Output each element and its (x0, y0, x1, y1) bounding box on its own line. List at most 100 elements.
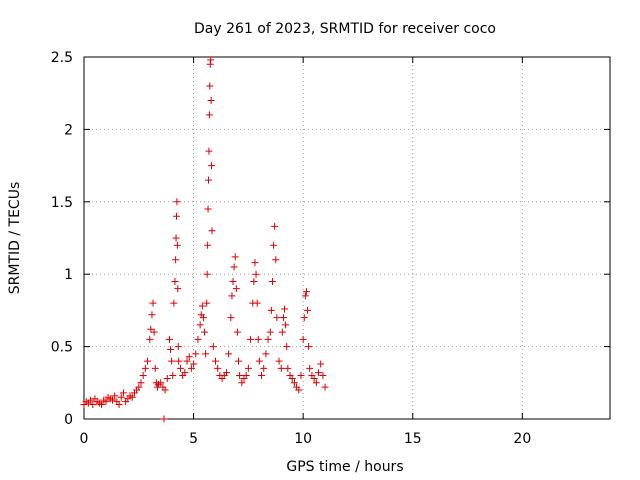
data-point (171, 277, 179, 285)
data-point (271, 222, 279, 230)
data-point (227, 314, 235, 322)
data-point (181, 369, 189, 377)
data-point (192, 350, 200, 358)
data-point (300, 314, 308, 322)
data-point (225, 350, 233, 358)
y-tick-label: 2.5 (51, 50, 73, 66)
data-point (137, 379, 145, 387)
x-tick-label: 15 (404, 431, 422, 447)
data-point (204, 241, 212, 249)
data-point (207, 96, 215, 104)
data-point (205, 147, 213, 155)
data-point (168, 357, 176, 365)
data-points (80, 56, 329, 423)
data-point (270, 241, 278, 249)
data-point (208, 162, 216, 170)
data-point (204, 205, 212, 213)
data-point (264, 335, 272, 343)
data-point (206, 82, 214, 90)
data-point (304, 306, 312, 314)
data-point (198, 302, 206, 310)
data-point (290, 379, 298, 387)
data-point (172, 234, 180, 242)
data-point (284, 364, 292, 372)
data-point (199, 314, 207, 322)
data-point (258, 372, 266, 380)
data-point (139, 372, 147, 380)
data-point (98, 401, 106, 409)
data-point (222, 369, 230, 377)
data-point (160, 415, 168, 423)
data-point (212, 357, 219, 365)
x-tick-label: 20 (513, 431, 531, 447)
data-point (202, 350, 210, 358)
data-point (194, 335, 202, 343)
data-point (207, 56, 215, 64)
data-point (187, 364, 195, 372)
data-point (128, 393, 136, 401)
data-point (267, 306, 275, 314)
data-point (174, 343, 182, 351)
y-axis-label: SRMTID / TECUs (7, 182, 23, 295)
data-point (148, 311, 156, 319)
x-axis-label: GPS time / hours (286, 459, 403, 475)
data-point (255, 357, 263, 365)
data-point (173, 241, 181, 249)
data-point (262, 350, 270, 358)
data-point (232, 285, 240, 293)
data-point (317, 360, 325, 368)
axis-ticks: 0 5 10 15 20 0 0.5 1 1.5 2 2.5 (51, 50, 610, 447)
data-point (306, 364, 314, 372)
data-point (161, 386, 169, 394)
data-point (233, 328, 241, 336)
data-point (174, 285, 182, 293)
chart-title: Day 261 of 2023, SRMTID for receiver coc… (194, 21, 496, 37)
data-point (260, 364, 268, 372)
data-point (102, 398, 110, 406)
data-point (203, 270, 211, 278)
data-point (279, 314, 287, 322)
data-point (150, 328, 158, 336)
x-tick-label: 5 (189, 431, 198, 447)
data-point (203, 299, 211, 307)
y-tick-label: 1.5 (51, 195, 73, 211)
data-point (167, 345, 175, 353)
data-point (176, 364, 184, 372)
data-point (244, 364, 252, 372)
data-point (151, 364, 159, 372)
data-point (236, 372, 244, 380)
data-point (205, 111, 213, 119)
data-point (147, 325, 155, 333)
data-point (277, 364, 285, 372)
data-point (183, 357, 191, 365)
data-point (310, 374, 318, 382)
data-point (172, 256, 180, 264)
data-point (201, 328, 209, 336)
data-point (268, 277, 276, 285)
plot-area-frame (83, 56, 611, 420)
data-point (229, 277, 237, 285)
data-point (315, 369, 323, 377)
data-point (169, 372, 177, 380)
data-point (301, 292, 309, 300)
data-point (266, 328, 274, 336)
data-point (288, 374, 296, 382)
x-tick-label: 0 (80, 431, 89, 447)
data-point (312, 379, 320, 387)
data-point (119, 389, 127, 397)
data-point (283, 343, 291, 351)
data-point (282, 321, 290, 329)
data-point (208, 227, 216, 235)
data-point (281, 305, 289, 313)
data-point (157, 379, 165, 387)
data-point (299, 335, 307, 343)
data-point (231, 253, 239, 261)
y-tick-label: 1 (64, 267, 73, 283)
data-point (111, 392, 119, 400)
data-point (254, 335, 262, 343)
data-point (209, 343, 217, 351)
data-point (302, 288, 310, 296)
data-point (149, 299, 157, 307)
